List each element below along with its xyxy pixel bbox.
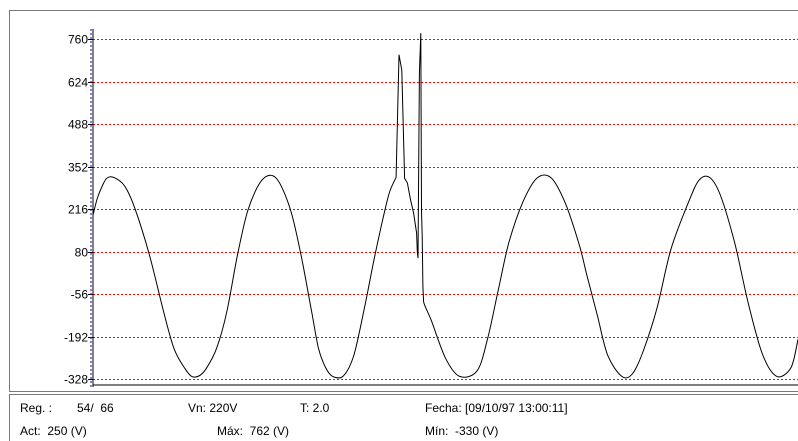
y-tick-label: 624 bbox=[68, 76, 88, 90]
y-tick-label: 488 bbox=[68, 118, 88, 132]
timestamp: Fecha: [09/10/97 13:00:11] bbox=[425, 401, 568, 415]
grid-lines bbox=[93, 39, 798, 380]
y-tick-label: 352 bbox=[68, 161, 88, 175]
y-tick-label: 760 bbox=[68, 33, 88, 47]
actual-voltage: Act: 250 (V) bbox=[20, 424, 87, 438]
y-tick-label: 80 bbox=[75, 246, 89, 260]
y-axis-ticks: 760 624 488 352 216 80 -56 -192 -328 bbox=[64, 33, 93, 387]
y-tick-label: -328 bbox=[64, 373, 88, 387]
nominal-voltage: Vn: 220V bbox=[188, 401, 238, 415]
min-voltage: Mín: -330 (V) bbox=[425, 424, 499, 438]
y-tick-label: -56 bbox=[71, 288, 89, 302]
waveform-chart: 760 624 488 352 216 80 -56 -192 -328 bbox=[64, 29, 798, 387]
record-label: Reg. : bbox=[20, 401, 53, 415]
status-bar: Reg. : 54/ 66 Vn: 220V T: 2.0 Fecha: [09… bbox=[9, 394, 798, 441]
voltage-trace bbox=[92, 33, 798, 379]
max-voltage: Máx: 762 (V) bbox=[217, 424, 290, 438]
series-layer bbox=[92, 33, 798, 379]
waveform-plot-panel: 760 624 488 352 216 80 -56 -192 -328 bbox=[9, 10, 798, 392]
record-counter: 54/ 66 bbox=[77, 401, 114, 415]
y-tick-label: 216 bbox=[68, 203, 88, 217]
time-scale: T: 2.0 bbox=[300, 401, 330, 415]
y-tick-label: -192 bbox=[64, 331, 88, 345]
